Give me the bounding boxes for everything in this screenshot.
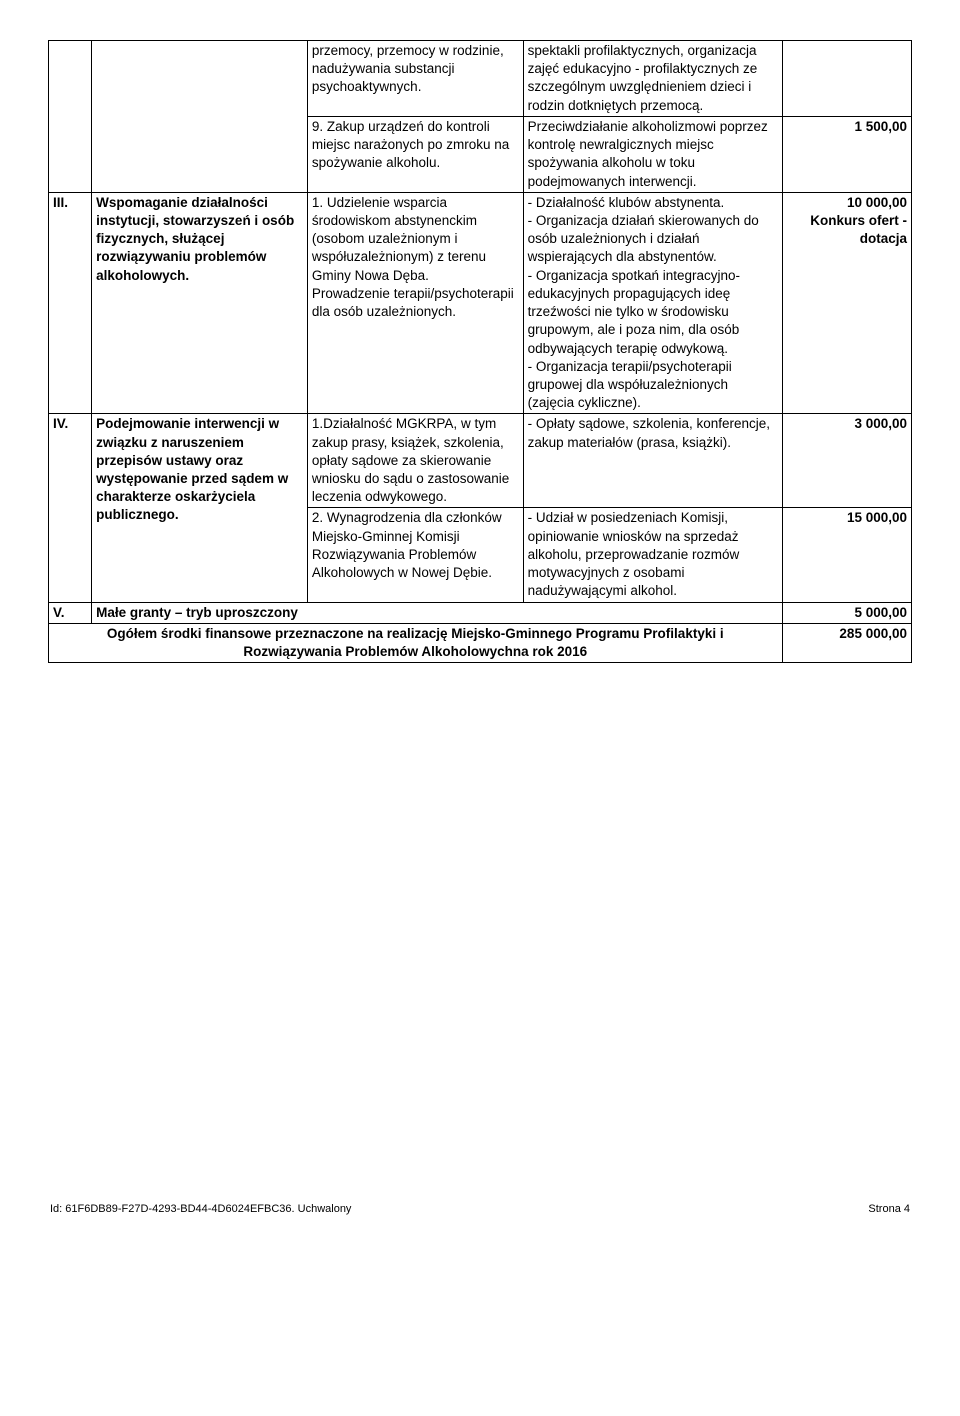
cell-num: III. xyxy=(49,192,92,414)
cell-amount: 10 000,00 Konkurs ofert - dotacja xyxy=(782,192,911,414)
cell-amount: 1 500,00 xyxy=(782,116,911,192)
table-row: III. Wspomaganie działalności instytucji… xyxy=(49,192,912,414)
footer-id: Id: 61F6DB89-F27D-4293-BD44-4D6024EFBC36… xyxy=(50,1203,351,1215)
cell-task: 2. Wynagrodzenia dla członków Miejsko-Gm… xyxy=(307,508,523,602)
cell-title xyxy=(92,41,308,193)
table-row: IV. Podejmowanie interwencji w związku z… xyxy=(49,414,912,508)
cell-amount: 15 000,00 xyxy=(782,508,911,602)
cell-num xyxy=(49,41,92,193)
cell-task: 1. Udzielenie wsparcia środowiskom absty… xyxy=(307,192,523,414)
table-row: przemocy, przemocy w rodzinie, nadużywan… xyxy=(49,41,912,117)
cell-amount: 3 000,00 xyxy=(782,414,911,508)
cell-label: Małe granty – tryb uproszczony xyxy=(92,602,782,623)
cell-title: Wspomaganie działalności instytucji, sto… xyxy=(92,192,308,414)
cell-total-label: Ogółem środki finansowe przeznaczone na … xyxy=(49,623,783,662)
cell-amount xyxy=(782,41,911,117)
cell-desc: spektakli profilaktycznych, organizacja … xyxy=(523,41,782,117)
cell-desc: Przeciwdziałanie alkoholizmowi poprzez k… xyxy=(523,116,782,192)
cell-title: Podejmowanie interwencji w związku z nar… xyxy=(92,414,308,602)
page-footer: Id: 61F6DB89-F27D-4293-BD44-4D6024EFBC36… xyxy=(48,1203,912,1215)
cell-num: V. xyxy=(49,602,92,623)
table-row-total: Ogółem środki finansowe przeznaczone na … xyxy=(49,623,912,662)
cell-task: 1.Działalność MGKRPA, w tym zakup prasy,… xyxy=(307,414,523,508)
cell-num: IV. xyxy=(49,414,92,602)
cell-task: 9. Zakup urządzeń do kontroli miejsc nar… xyxy=(307,116,523,192)
cell-desc: - Udział w posiedzeniach Komisji, opinio… xyxy=(523,508,782,602)
table-row: V. Małe granty – tryb uproszczony 5 000,… xyxy=(49,602,912,623)
footer-page: Strona 4 xyxy=(868,1203,910,1215)
cell-desc: - Opłaty sądowe, szkolenia, konferencje,… xyxy=(523,414,782,508)
cell-desc: - Działalność klubów abstynenta. - Organ… xyxy=(523,192,782,414)
cell-amount: 5 000,00 xyxy=(782,602,911,623)
main-table: przemocy, przemocy w rodzinie, nadużywan… xyxy=(48,40,912,663)
cell-task: przemocy, przemocy w rodzinie, nadużywan… xyxy=(307,41,523,117)
cell-total-amount: 285 000,00 xyxy=(782,623,911,662)
